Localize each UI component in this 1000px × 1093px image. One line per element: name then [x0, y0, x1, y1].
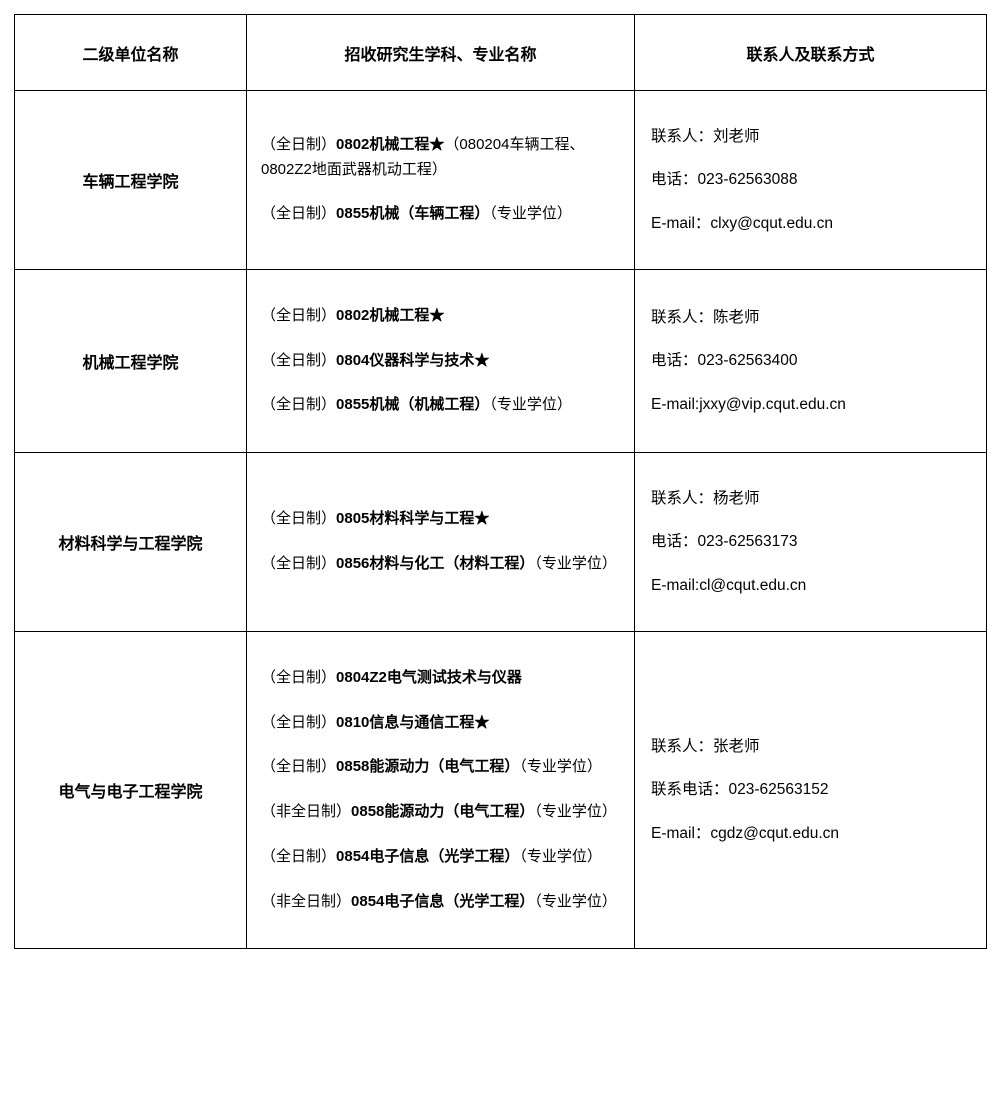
program-title: 0854电子信息（光学工程） [336, 848, 519, 865]
program-title: 0802机械工程★ [336, 136, 444, 153]
header-unit: 二级单位名称 [15, 15, 247, 91]
program-title: 0810信息与通信工程★ [336, 714, 489, 731]
program-item: （全日制）0802机械工程★ [261, 304, 624, 329]
program-suffix: （专业学位） [519, 758, 602, 775]
contact-line: 联系人：刘老师 [651, 125, 976, 148]
program-item: （全日制）0810信息与通信工程★ [261, 711, 624, 736]
program-prefix: （全日制） [261, 758, 336, 775]
contact-cell: 联系人：张老师联系电话：023-62563152 E-mail：cgdz@cqut… [635, 631, 987, 949]
contact-line: E-mail：clxy@cqut.edu.cn [651, 212, 976, 235]
program-prefix: （全日制） [261, 555, 336, 572]
program-suffix: （专业学位） [534, 803, 617, 820]
program-prefix: （非全日制） [261, 803, 351, 820]
program-title: 0804仪器科学与技术★ [336, 352, 489, 369]
program-title: 0802机械工程★ [336, 307, 444, 324]
program-prefix: （全日制） [261, 396, 336, 413]
contact-line: 联系人：杨老师 [651, 487, 976, 510]
program-item: （全日制）0856材料与化工（材料工程）（专业学位） [261, 552, 624, 577]
contact-cell: 联系人：杨老师电话：023-62563173 E-mail:cl@cqut.edu… [635, 453, 987, 632]
program-title: 0858能源动力（电气工程） [336, 758, 519, 775]
program-suffix: （专业学位） [519, 848, 602, 865]
program-title: 0805材料科学与工程★ [336, 510, 489, 527]
table-row: 材料科学与工程学院（全日制）0805材料科学与工程★（全日制）0856材料与化工… [15, 453, 987, 632]
contact-line: E-mail:cl@cqut.edu.cn [651, 574, 976, 597]
unit-name: 电气与电子工程学院 [15, 631, 247, 949]
contact-line: 电话：023-62563400 [651, 349, 976, 372]
program-title: 0854电子信息（光学工程） [351, 893, 534, 910]
program-prefix: （全日制） [261, 205, 336, 222]
program-suffix: （专业学位） [534, 555, 617, 572]
program-title: 0858能源动力（电气工程） [351, 803, 534, 820]
program-prefix: （全日制） [261, 714, 336, 731]
program-prefix: （非全日制） [261, 893, 351, 910]
contact-line: E-mail：cgdz@cqut.edu.cn [651, 822, 976, 845]
contact-line: 联系人：陈老师 [651, 306, 976, 329]
program-prefix: （全日制） [261, 307, 336, 324]
program-suffix: （专业学位） [489, 205, 572, 222]
departments-table: 二级单位名称 招收研究生学科、专业名称 联系人及联系方式 车辆工程学院 （全日制）… [14, 14, 987, 949]
table-row: 机械工程学院（全日制）0802机械工程★（全日制）0804仪器科学与技术★（全日… [15, 269, 987, 452]
table-row: 电气与电子工程学院（全日制）0804Z2电气测试技术与仪器（全日制）0810信息… [15, 631, 987, 949]
program-prefix: （全日制） [261, 136, 336, 153]
program-title: 0804Z2电气测试技术与仪器 [336, 669, 522, 686]
program-item: （全日制）0804仪器科学与技术★ [261, 349, 624, 374]
contact-line: 联系人：张老师 [651, 735, 976, 758]
programs-cell: （全日制）0802机械工程★（080204车辆工程、0802Z2地面武器机动工程… [247, 91, 635, 270]
table-row: 车辆工程学院 （全日制）0802机械工程★（080204车辆工程、0802Z2地面… [15, 91, 987, 270]
contact-cell: 联系人：刘老师电话：023-62563088 E-mail：clxy@cqut.e… [635, 91, 987, 270]
programs-cell: （全日制）0805材料科学与工程★（全日制）0856材料与化工（材料工程）（专业… [247, 453, 635, 632]
program-item: （全日制）0805材料科学与工程★ [261, 507, 624, 532]
contact-line: 联系电话：023-62563152 [651, 778, 976, 801]
program-prefix: （全日制） [261, 848, 336, 865]
unit-name: 车辆工程学院 [15, 91, 247, 270]
contact-line: E-mail:jxxy@vip.cqut.edu.cn [651, 393, 976, 416]
contact-line: 电话：023-62563088 [651, 168, 976, 191]
contact-line: 电话：023-62563173 [651, 530, 976, 553]
program-item: （全日制）0855机械（车辆工程）（专业学位） [261, 202, 624, 227]
programs-cell: （全日制）0802机械工程★（全日制）0804仪器科学与技术★（全日制）0855… [247, 269, 635, 452]
program-item: （全日制）0858能源动力（电气工程）（专业学位） [261, 755, 624, 780]
program-item: （非全日制）0858能源动力（电气工程）（专业学位） [261, 800, 624, 825]
program-prefix: （全日制） [261, 352, 336, 369]
header-contact: 联系人及联系方式 [635, 15, 987, 91]
unit-name: 材料科学与工程学院 [15, 453, 247, 632]
program-title: 0855机械（车辆工程） [336, 205, 489, 222]
program-title: 0855机械（机械工程） [336, 396, 489, 413]
table-header-row: 二级单位名称 招收研究生学科、专业名称 联系人及联系方式 [15, 15, 987, 91]
program-suffix: （专业学位） [534, 893, 617, 910]
program-item: （全日制）0854电子信息（光学工程）（专业学位） [261, 845, 624, 870]
contact-cell: 联系人：陈老师电话：023-62563400 E-mail:jxxy@vip.cq… [635, 269, 987, 452]
program-title: 0856材料与化工（材料工程） [336, 555, 534, 572]
program-suffix: （专业学位） [489, 396, 572, 413]
programs-cell: （全日制）0804Z2电气测试技术与仪器（全日制）0810信息与通信工程★（全日… [247, 631, 635, 949]
program-item: （非全日制）0854电子信息（光学工程）（专业学位） [261, 890, 624, 915]
program-prefix: （全日制） [261, 669, 336, 686]
header-programs: 招收研究生学科、专业名称 [247, 15, 635, 91]
program-item: （全日制）0804Z2电气测试技术与仪器 [261, 666, 624, 691]
unit-name: 机械工程学院 [15, 269, 247, 452]
program-prefix: （全日制） [261, 510, 336, 527]
program-item: （全日制）0802机械工程★（080204车辆工程、0802Z2地面武器机动工程… [261, 133, 624, 183]
program-item: （全日制）0855机械（机械工程）（专业学位） [261, 393, 624, 418]
